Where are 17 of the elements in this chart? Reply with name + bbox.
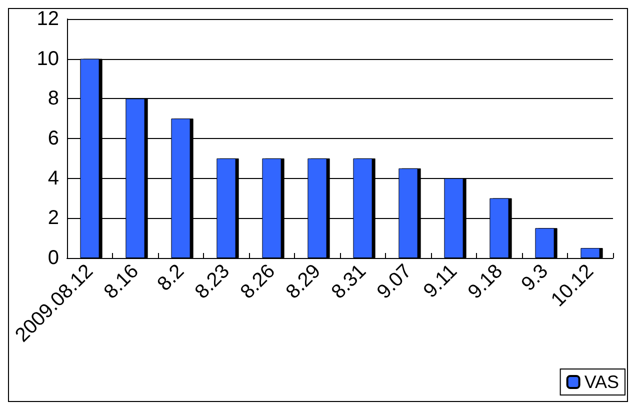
x-tick-label: 8.16: [100, 260, 144, 304]
x-tick-label: 9.11: [420, 260, 462, 302]
y-tick-label: 10: [36, 48, 59, 70]
x-tick-label: 8.26: [236, 260, 280, 304]
y-tick-label: 4: [48, 167, 59, 190]
x-tick-label: 9.18: [464, 260, 508, 304]
x-tick-label: 8.31: [327, 260, 371, 304]
y-tick-label: 8: [48, 88, 59, 110]
x-tick-label: 8.23: [190, 260, 234, 304]
legend-label: VAS: [584, 372, 620, 392]
y-tick-label: 12: [36, 8, 59, 30]
y-tick-label: 2: [48, 207, 59, 230]
x-tick-label: 9.3: [517, 260, 553, 296]
x-tick-label: 8.29: [282, 260, 326, 304]
x-tick-label: 8.2: [153, 260, 189, 296]
y-tick-label: 6: [48, 128, 59, 150]
y-tick-label: 0: [48, 247, 59, 269]
